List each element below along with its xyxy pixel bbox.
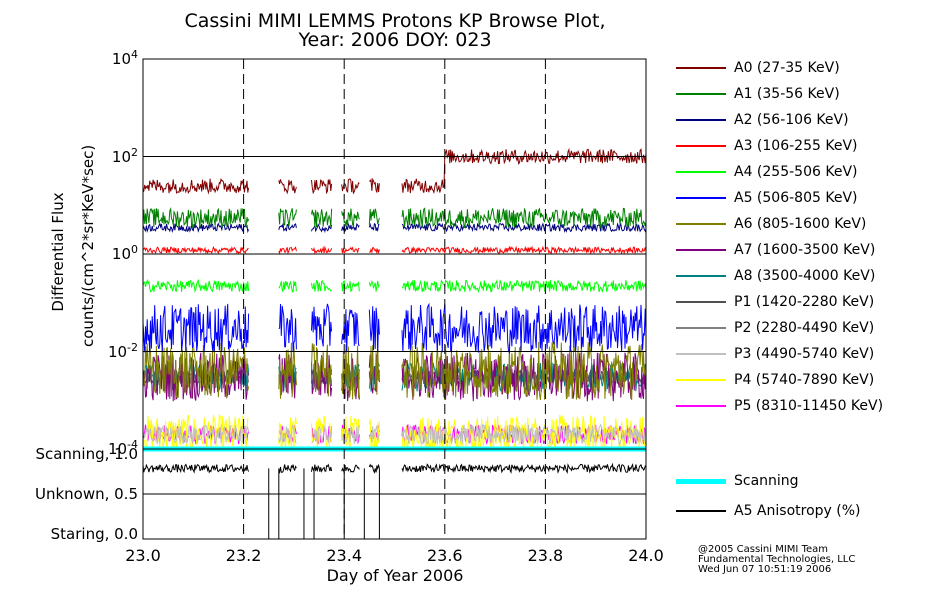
legend-item: Scanning	[676, 472, 799, 490]
legend-label: P1 (1420-2280 KeV)	[734, 294, 875, 310]
series-line	[142, 302, 647, 355]
x-tick-label: 23.0	[125, 546, 161, 565]
legend-label: P4 (5740-7890 KeV)	[734, 372, 875, 388]
chart-title-line2: Year: 2006 DOY: 023	[298, 29, 492, 51]
y-tick-label: 10-4	[107, 438, 138, 458]
footer: @2005 Cassini MIMI Team Fundamental Tech…	[698, 545, 855, 575]
lower-y-tick-label: Scanning, 1.0	[35, 445, 138, 463]
legend-swatch	[676, 478, 726, 484]
chart-title-line1: Cassini MIMI LEMMS Protons KP Browse Plo…	[184, 10, 606, 32]
y-tick-label: 100	[111, 243, 138, 263]
legend-label: A7 (1600-3500 KeV)	[734, 242, 876, 258]
legend-swatch	[676, 510, 726, 512]
x-tick-label: 23.6	[426, 546, 463, 565]
legend-item: P5 (8310-11450 KeV)	[676, 397, 883, 415]
legend-item: A4 (255-506 KeV)	[676, 163, 857, 181]
legend-swatch	[676, 171, 726, 173]
legend-item: P3 (4490-5740 KeV)	[676, 345, 874, 363]
legend-label: P3 (4490-5740 KeV)	[734, 346, 875, 362]
legend-label: A3 (106-255 KeV)	[734, 138, 858, 154]
legend-label: A4 (255-506 KeV)	[734, 164, 858, 180]
legend-swatch	[676, 67, 726, 69]
y-tick-label: 10-2	[107, 340, 138, 361]
y-tick-label: 102	[111, 145, 138, 166]
anisotropy-line	[142, 462, 647, 474]
lower-panel-frame	[142, 448, 647, 540]
legend-label: Scanning	[734, 473, 799, 489]
legend-item: A7 (1600-3500 KeV)	[676, 241, 875, 259]
legend-label: A5 Anisotropy (%)	[734, 503, 861, 519]
series-line	[142, 423, 647, 445]
series-line	[142, 245, 647, 255]
upper-panel-series	[142, 147, 647, 451]
series-line	[142, 147, 647, 195]
legend-swatch	[676, 379, 726, 381]
legend-label: P5 (8310-11450 KeV)	[734, 398, 884, 414]
x-tick-label: 23.8	[527, 546, 564, 565]
legend-item: P1 (1420-2280 KeV)	[676, 293, 874, 311]
legend-swatch	[676, 223, 726, 225]
footer-line1: @2005 Cassini MIMI Team	[698, 544, 828, 555]
lower-y-tick-label: Staring, 0.0	[50, 525, 138, 543]
series-line	[142, 221, 647, 234]
legend-label: A8 (3500-4000 KeV)	[734, 268, 876, 284]
legend-item: A0 (27-35 KeV)	[676, 59, 840, 77]
legend-swatch	[676, 145, 726, 147]
legend-label: A1 (35-56 KeV)	[734, 86, 840, 102]
legend-label: A0 (27-35 KeV)	[734, 60, 840, 76]
x-tick-label: 23.4	[326, 546, 362, 565]
legend-item: A3 (106-255 KeV)	[676, 137, 857, 155]
legend-item: P2 (2280-4490 KeV)	[676, 319, 874, 337]
x-tick-label: 24.0	[628, 546, 664, 565]
legend-item: P4 (5740-7890 KeV)	[676, 371, 874, 389]
legend-item: A1 (35-56 KeV)	[676, 85, 840, 103]
legend-item: A5 (506-805 KeV)	[676, 189, 857, 207]
legend-swatch	[676, 327, 726, 329]
legend-swatch	[676, 93, 726, 95]
legend-label: A2 (56-106 KeV)	[734, 112, 849, 128]
legend-item: A5 Anisotropy (%)	[676, 502, 861, 520]
legend-swatch	[676, 197, 726, 199]
legend-item: A6 (805-1600 KeV)	[676, 215, 866, 233]
legend-label: A6 (805-1600 KeV)	[734, 216, 867, 232]
legend-swatch	[676, 405, 726, 407]
series-line	[142, 278, 647, 294]
legend-label: P2 (2280-4490 KeV)	[734, 320, 875, 336]
footer-line3: Wed Jun 07 10:51:19 2006	[698, 564, 832, 575]
legend-item: A2 (56-106 KeV)	[676, 111, 849, 129]
series-line	[142, 341, 647, 401]
gridlines	[143, 59, 646, 539]
y-tick-label: 104	[111, 48, 138, 68]
legend-swatch	[676, 275, 726, 277]
legend-swatch	[676, 353, 726, 355]
legend-swatch	[676, 119, 726, 121]
legend-item: A8 (3500-4000 KeV)	[676, 267, 875, 285]
legend-label: A5 (506-805 KeV)	[734, 190, 858, 206]
lower-y-tick-label: Unknown, 0.5	[34, 485, 138, 503]
legend-swatch	[676, 301, 726, 303]
legend-swatch	[676, 249, 726, 251]
series-line	[142, 206, 647, 230]
x-tick-label: 23.2	[225, 546, 262, 565]
footer-line2: Fundamental Technologies, LLC	[698, 554, 856, 565]
x-axis-label: Day of Year 2006	[326, 566, 464, 585]
